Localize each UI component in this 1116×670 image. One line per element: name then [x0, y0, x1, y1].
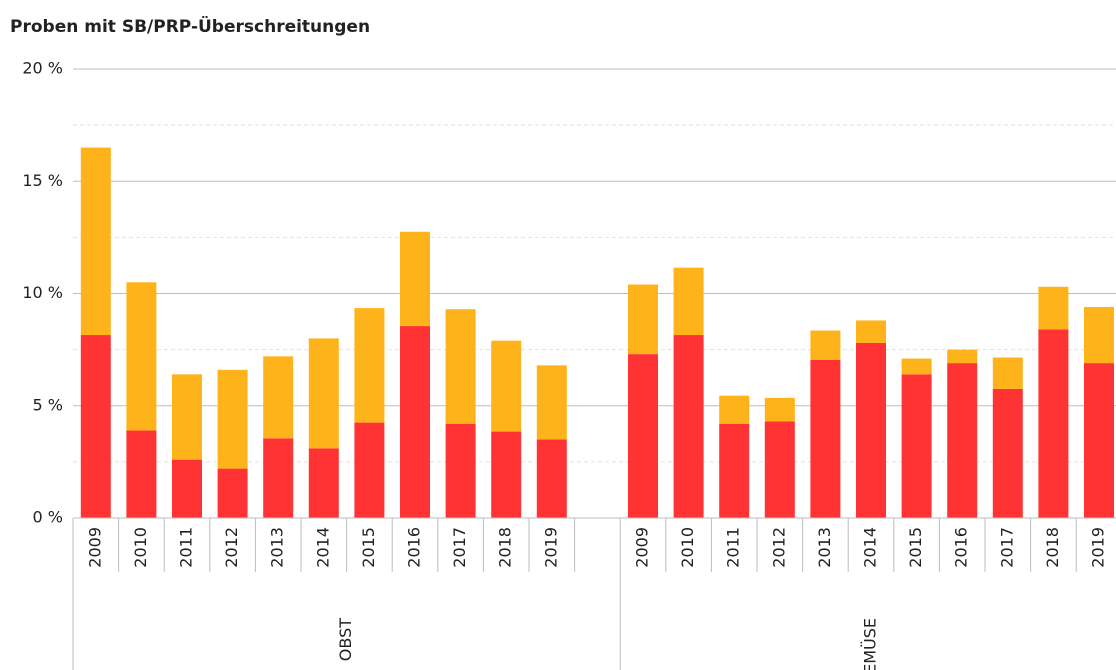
x-tick-label: 2009 [85, 527, 104, 568]
x-tick-label: 2015 [359, 527, 378, 568]
chart-title: Proben mit SB/PRP-Überschreitungen [10, 15, 370, 37]
bar-segment [80, 335, 111, 518]
y-tick-label: 5 % [33, 395, 63, 414]
bar-segment [673, 335, 704, 518]
x-tick-label: 2016 [405, 527, 424, 568]
bar-segment [491, 340, 522, 432]
x-tick-label: 2017 [997, 527, 1016, 568]
bar-segment [901, 374, 932, 518]
y-tick-label: 15 % [22, 171, 63, 190]
bar-segment [80, 147, 111, 336]
bar-segment [856, 320, 886, 343]
bar-segment [172, 459, 202, 518]
bar-segment [491, 431, 522, 518]
x-tick-label: 2012 [222, 527, 241, 568]
x-tick-label: 2019 [541, 527, 560, 568]
bar-segment [628, 284, 658, 355]
x-tick-label: 2018 [496, 527, 515, 568]
bar-segment [628, 354, 658, 518]
x-tick-label: 2016 [952, 527, 971, 568]
bar-segment [263, 438, 294, 518]
bar-segment [901, 358, 932, 375]
bar-segment [126, 282, 157, 431]
x-tick-label: 2012 [769, 527, 788, 568]
bar-segment [1084, 363, 1114, 518]
bar-segment [400, 326, 430, 518]
x-tick-label: 2009 [633, 527, 652, 568]
group-label: OBST [336, 618, 355, 661]
bar-segment [673, 267, 704, 336]
x-tick-label: 2017 [450, 527, 469, 568]
bar-segment [1038, 286, 1069, 330]
x-tick-label: 2018 [1043, 527, 1062, 568]
x-tick-label: 2011 [724, 527, 743, 568]
x-tick-label: 2010 [131, 527, 150, 568]
x-tick-label: 2015 [906, 527, 925, 568]
group-label: GEMÜSE [861, 618, 880, 670]
bar-segment [810, 359, 841, 518]
bar-segment [764, 397, 795, 422]
y-tick-label: 10 % [22, 283, 63, 302]
bar-segment [354, 422, 385, 518]
bar-segment [1084, 306, 1114, 364]
bar-segment [947, 349, 978, 364]
bar-segment [992, 357, 1023, 389]
bar-segment [947, 363, 978, 518]
bar-segment [126, 430, 157, 518]
bar-segment [445, 423, 476, 518]
bar-segment [172, 374, 202, 460]
bar-segment [536, 365, 567, 440]
x-tick-label: 2013 [815, 527, 834, 568]
bar-segment [1038, 329, 1069, 518]
bar-segment [536, 439, 567, 518]
bar-segment [217, 468, 248, 518]
bar-segment [308, 338, 339, 449]
bar-segment [856, 342, 886, 518]
x-tick-label: 2014 [861, 527, 880, 568]
x-tick-label: 2010 [678, 527, 697, 568]
bar-segment [992, 388, 1023, 518]
bar-segment [308, 448, 339, 518]
bar-segment [217, 369, 248, 469]
x-tick-label: 2019 [1089, 527, 1108, 568]
x-tick-label: 2013 [268, 527, 287, 568]
bar-segment [400, 231, 430, 327]
bar-segment [445, 309, 476, 424]
y-tick-label: 0 % [33, 508, 63, 527]
x-tick-label: 2011 [177, 527, 196, 568]
bar-segment [719, 423, 750, 518]
bar-segment [764, 421, 795, 518]
bar-segment [354, 308, 385, 423]
bar-segment [719, 395, 750, 424]
bar-segment [263, 356, 294, 439]
bar-segment [810, 330, 841, 360]
x-tick-label: 2014 [313, 527, 332, 568]
y-tick-label: 20 % [22, 59, 63, 78]
